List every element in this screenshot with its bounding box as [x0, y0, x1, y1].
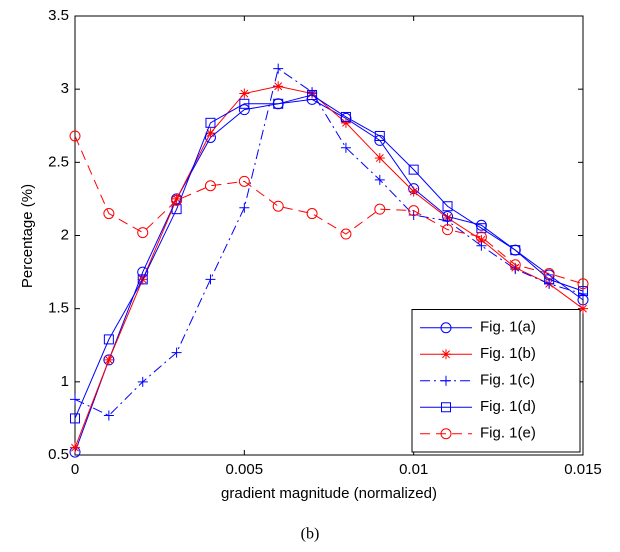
marker [171, 193, 182, 204]
legend-label: Fig. 1(c) [480, 372, 535, 389]
marker [374, 130, 385, 141]
marker [442, 224, 454, 236]
marker [70, 442, 80, 453]
marker [408, 164, 419, 175]
series-line [74, 67, 584, 417]
marker [69, 130, 81, 142]
marker [273, 98, 284, 109]
marker [374, 203, 386, 215]
marker [543, 268, 555, 280]
marker [307, 90, 318, 101]
x-tick-label: 0 [71, 461, 79, 478]
marker [340, 142, 351, 153]
marker [340, 117, 351, 128]
marker [137, 274, 148, 285]
marker [408, 205, 420, 217]
marker [171, 194, 183, 206]
marker [272, 200, 284, 212]
marker [408, 186, 419, 197]
marker [340, 228, 352, 240]
marker [374, 174, 385, 185]
marker [238, 175, 250, 187]
x-axis-label: gradient magnitude (normalized) [221, 485, 437, 502]
marker [103, 410, 114, 421]
marker [137, 227, 149, 239]
marker [103, 208, 115, 220]
marker [70, 413, 80, 424]
marker [510, 264, 521, 275]
marker [441, 402, 451, 413]
marker [205, 128, 216, 139]
caption: (b) [301, 526, 320, 543]
marker [137, 376, 148, 387]
marker [476, 223, 487, 234]
marker [340, 111, 351, 122]
y-tick-label: 0.5 [48, 446, 69, 463]
marker [441, 349, 451, 360]
series-line [74, 98, 584, 453]
marker [70, 394, 80, 405]
marker [578, 303, 588, 314]
marker [273, 63, 284, 74]
marker [442, 201, 453, 212]
marker [273, 81, 284, 92]
marker [239, 88, 250, 99]
marker [103, 354, 114, 365]
marker [408, 210, 419, 221]
x-tick-label: 0.015 [564, 461, 602, 478]
y-tick-label: 2.5 [48, 153, 69, 170]
marker [440, 428, 452, 440]
series-line [74, 135, 584, 285]
x-tick-label: 0.01 [399, 461, 428, 478]
y-tick-label: 2 [61, 226, 69, 243]
y-tick-label: 1 [61, 373, 69, 390]
marker [171, 347, 182, 358]
marker [475, 231, 487, 243]
marker [374, 152, 385, 163]
series-line [74, 85, 584, 448]
marker [509, 259, 521, 271]
y-tick-label: 3.5 [48, 7, 69, 24]
legend-label: Fig. 1(e) [480, 425, 536, 442]
marker [441, 375, 451, 386]
marker [578, 286, 588, 297]
marker [544, 274, 555, 285]
marker [510, 245, 521, 256]
x-tick-label: 0.005 [226, 461, 264, 478]
marker [205, 274, 216, 285]
y-axis-label: Percentage (%) [19, 184, 36, 288]
marker [239, 202, 250, 213]
y-tick-label: 3 [61, 80, 69, 97]
legend-label: Fig. 1(a) [480, 319, 536, 336]
series-line [74, 94, 584, 419]
marker [577, 278, 589, 290]
legend-label: Fig. 1(d) [480, 398, 536, 415]
marker [440, 322, 452, 334]
marker [306, 208, 318, 220]
legend-label: Fig. 1(b) [480, 345, 536, 362]
legend: Fig. 1(a) Fig. 1(b) Fig. 1(c) Fig. 1(d) Fig.… [411, 309, 581, 453]
marker [103, 334, 114, 345]
marker [204, 180, 216, 192]
marker [205, 117, 216, 128]
marker [171, 204, 182, 215]
marker [238, 104, 250, 116]
marker [476, 234, 487, 245]
marker [239, 98, 250, 109]
y-tick-label: 1.5 [48, 300, 69, 317]
